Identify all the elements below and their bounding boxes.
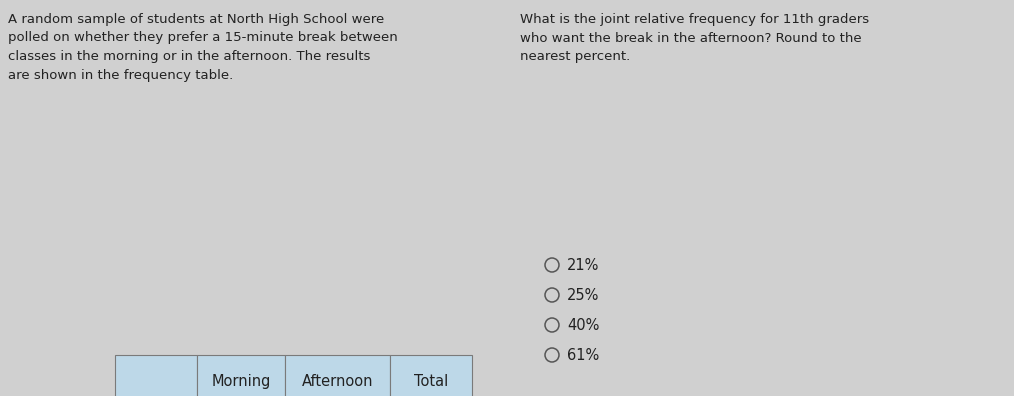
Bar	[197, 355, 285, 396]
Text: Total: Total	[414, 373, 448, 388]
Text: A random sample of students at North High School were
polled on whether they pre: A random sample of students at North Hig…	[8, 13, 397, 82]
Text: 61%: 61%	[567, 348, 599, 362]
Bar	[390, 355, 472, 396]
Text: What is the joint relative frequency for 11th graders
who want the break in the : What is the joint relative frequency for…	[520, 13, 869, 63]
Bar	[285, 355, 390, 396]
Text: Morning: Morning	[211, 373, 271, 388]
Text: 25%: 25%	[567, 287, 599, 303]
Text: 21%: 21%	[567, 257, 599, 272]
Bar	[115, 355, 197, 396]
Text: 40%: 40%	[567, 318, 599, 333]
Text: Afternoon: Afternoon	[302, 373, 373, 388]
